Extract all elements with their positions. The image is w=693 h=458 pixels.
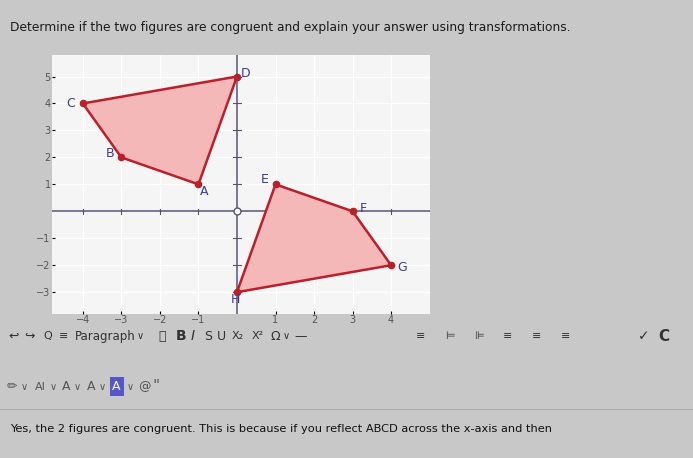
Polygon shape <box>237 185 391 292</box>
Text: X₂: X₂ <box>232 332 244 341</box>
Text: A: A <box>62 380 71 393</box>
Text: A: A <box>112 380 121 393</box>
Text: ≡: ≡ <box>532 332 542 341</box>
Text: ✓: ✓ <box>638 329 649 344</box>
Text: D: D <box>240 67 250 80</box>
Text: Yes, the 2 figures are congruent. This is because if you reflect ABCD across the: Yes, the 2 figures are congruent. This i… <box>10 424 552 434</box>
Polygon shape <box>82 76 237 185</box>
Text: E: E <box>261 173 269 186</box>
Text: ⊫: ⊫ <box>474 332 484 341</box>
Text: AI: AI <box>35 382 46 392</box>
Text: @: @ <box>139 380 151 393</box>
Text: ↪: ↪ <box>24 330 35 343</box>
Text: ": " <box>152 379 159 394</box>
Text: B: B <box>105 147 114 160</box>
Text: ✏: ✏ <box>7 380 17 393</box>
Text: U: U <box>217 330 226 343</box>
Text: ∨: ∨ <box>21 382 28 392</box>
Text: ∨: ∨ <box>74 382 81 392</box>
Text: ∨: ∨ <box>50 382 57 392</box>
Text: A: A <box>200 185 209 197</box>
Text: ≡: ≡ <box>503 332 513 341</box>
Text: H: H <box>230 293 240 306</box>
Text: Q: Q <box>43 332 52 341</box>
Text: 𝑇: 𝑇 <box>158 330 166 343</box>
Text: A: A <box>87 380 95 393</box>
Text: C: C <box>66 97 75 110</box>
Text: —: — <box>295 330 307 343</box>
Text: Determine if the two figures are congruent and explain your answer using transfo: Determine if the two figures are congrue… <box>10 22 571 34</box>
Text: ∨: ∨ <box>137 332 144 341</box>
Text: ↩: ↩ <box>8 330 19 343</box>
Text: ∨: ∨ <box>127 382 134 392</box>
Text: C: C <box>658 329 669 344</box>
Text: ⊨: ⊨ <box>445 332 455 341</box>
Text: ≡: ≡ <box>561 332 571 341</box>
Text: S: S <box>204 330 213 343</box>
Text: Ω: Ω <box>270 330 280 343</box>
Text: X²: X² <box>252 332 263 341</box>
Text: B: B <box>175 329 186 344</box>
Text: ∨: ∨ <box>283 332 290 341</box>
Text: ∨: ∨ <box>98 382 105 392</box>
Text: ≡: ≡ <box>416 332 426 341</box>
Text: G: G <box>397 262 407 274</box>
Text: I: I <box>191 329 195 344</box>
Text: F: F <box>360 202 367 214</box>
Text: Paragraph: Paragraph <box>75 330 136 343</box>
Text: ≡: ≡ <box>59 332 69 341</box>
